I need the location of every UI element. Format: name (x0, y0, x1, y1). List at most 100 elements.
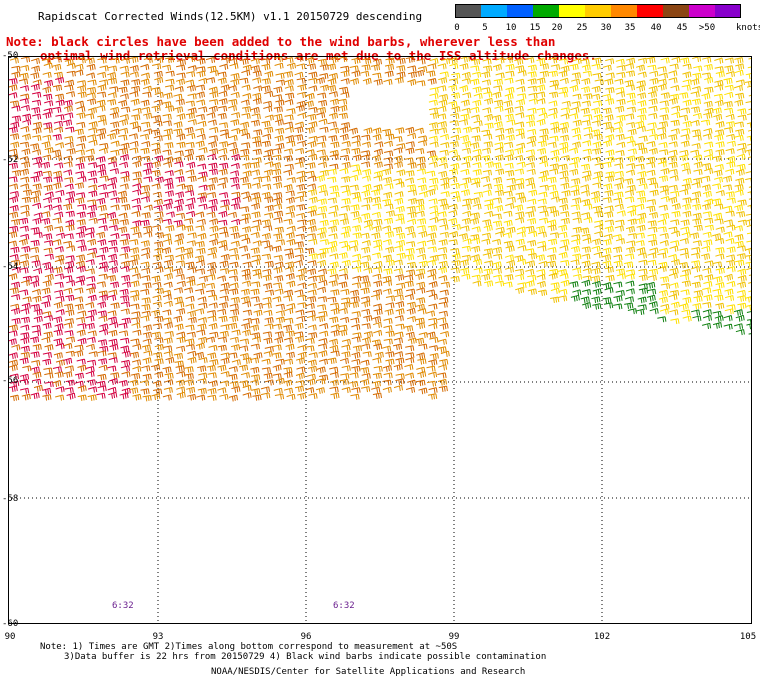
wind-barb (9, 100, 20, 107)
colorbar-label: 5 (482, 23, 488, 33)
wind-barb (670, 219, 680, 226)
wind-barb (657, 127, 667, 133)
wind-barb (734, 57, 744, 64)
wind-barb (659, 149, 669, 156)
wind-barb (241, 237, 251, 244)
wind-barb (439, 322, 449, 330)
wind-barb (647, 259, 657, 266)
wind-barb (734, 121, 744, 128)
wind-barb (569, 281, 579, 288)
wind-barb (426, 239, 436, 246)
wind-barb (153, 198, 163, 206)
wind-barb (604, 219, 615, 226)
wind-barb (55, 309, 65, 316)
wind-barb (306, 63, 317, 70)
wind-barb (517, 70, 527, 77)
wind-barb (748, 332, 752, 335)
wind-barb (162, 218, 172, 225)
wind-barb (648, 226, 658, 233)
wind-barb (208, 205, 218, 212)
wind-barb (415, 303, 425, 311)
wind-barb (734, 69, 744, 76)
wind-barb (704, 198, 714, 206)
wind-barb (471, 126, 481, 133)
wind-barb (76, 105, 86, 113)
wind-barb (539, 210, 549, 217)
wind-barb (229, 225, 239, 233)
wind-barb (395, 127, 405, 134)
wind-barb (405, 56, 415, 63)
wind-barb (306, 315, 316, 322)
wind-barb (227, 85, 237, 92)
wind-barb (614, 182, 624, 190)
wind-barb (506, 177, 516, 184)
wind-barb (603, 302, 614, 309)
wind-barb (75, 239, 86, 246)
wind-barb (504, 266, 514, 273)
wind-barb (558, 163, 568, 171)
wind-barb (250, 65, 260, 72)
wind-barb (283, 367, 293, 374)
wind-barb (219, 260, 229, 268)
wind-barb (416, 287, 426, 294)
wind-barb (536, 118, 546, 126)
wind-barb (383, 338, 393, 345)
wind-barb (736, 253, 746, 260)
wind-barb (723, 205, 733, 212)
wind-barb (349, 184, 359, 191)
wind-barb (360, 367, 370, 374)
wind-barb (361, 255, 371, 262)
wind-barb (85, 315, 95, 322)
wind-barb (700, 253, 711, 260)
wind-barb (176, 371, 186, 378)
wind-barb (448, 176, 458, 183)
wind-barb (274, 226, 284, 234)
wind-barb (65, 260, 75, 268)
wind-barb (308, 121, 318, 128)
wind-barb (637, 107, 647, 115)
wind-barb (417, 240, 427, 247)
colorbar-swatch (689, 4, 715, 18)
wind-barb (605, 149, 615, 157)
wind-barb (208, 105, 218, 113)
wind-barb (283, 148, 294, 155)
wind-barb (198, 372, 208, 379)
wind-barb (174, 238, 184, 246)
wind-barb (373, 365, 383, 372)
wind-barb (537, 245, 547, 252)
wind-barb (250, 232, 260, 239)
wind-barb (338, 213, 348, 220)
wind-barb (657, 161, 667, 168)
wind-barb (395, 239, 406, 247)
wind-barb (668, 134, 678, 141)
wind-barb (602, 260, 612, 268)
wind-barb (734, 134, 744, 141)
wind-barb (64, 141, 74, 148)
wind-barb (438, 301, 448, 308)
wind-barb (107, 92, 117, 99)
wind-barb (131, 311, 141, 318)
wind-barb (570, 156, 580, 164)
wind-barb (329, 338, 339, 346)
wind-barb (451, 260, 461, 267)
wind-barb (20, 332, 30, 339)
wind-barb (55, 114, 65, 121)
wind-barb (471, 274, 481, 281)
wind-barb (525, 120, 536, 128)
wind-barb (428, 184, 439, 191)
wind-barb (493, 253, 503, 260)
wind-barb (659, 185, 669, 192)
wind-barb (550, 296, 560, 303)
wind-barb (286, 303, 296, 310)
wind-barb (416, 168, 426, 175)
wind-barb (21, 148, 31, 156)
wind-barb (217, 387, 227, 394)
wind-barb (526, 168, 536, 175)
wind-barb (592, 205, 602, 213)
wind-barb (439, 224, 449, 231)
wind-barb (318, 338, 328, 345)
wind-barb (260, 58, 271, 65)
wind-barb (121, 371, 131, 378)
wind-barb (307, 359, 317, 367)
wind-barb (219, 380, 230, 387)
